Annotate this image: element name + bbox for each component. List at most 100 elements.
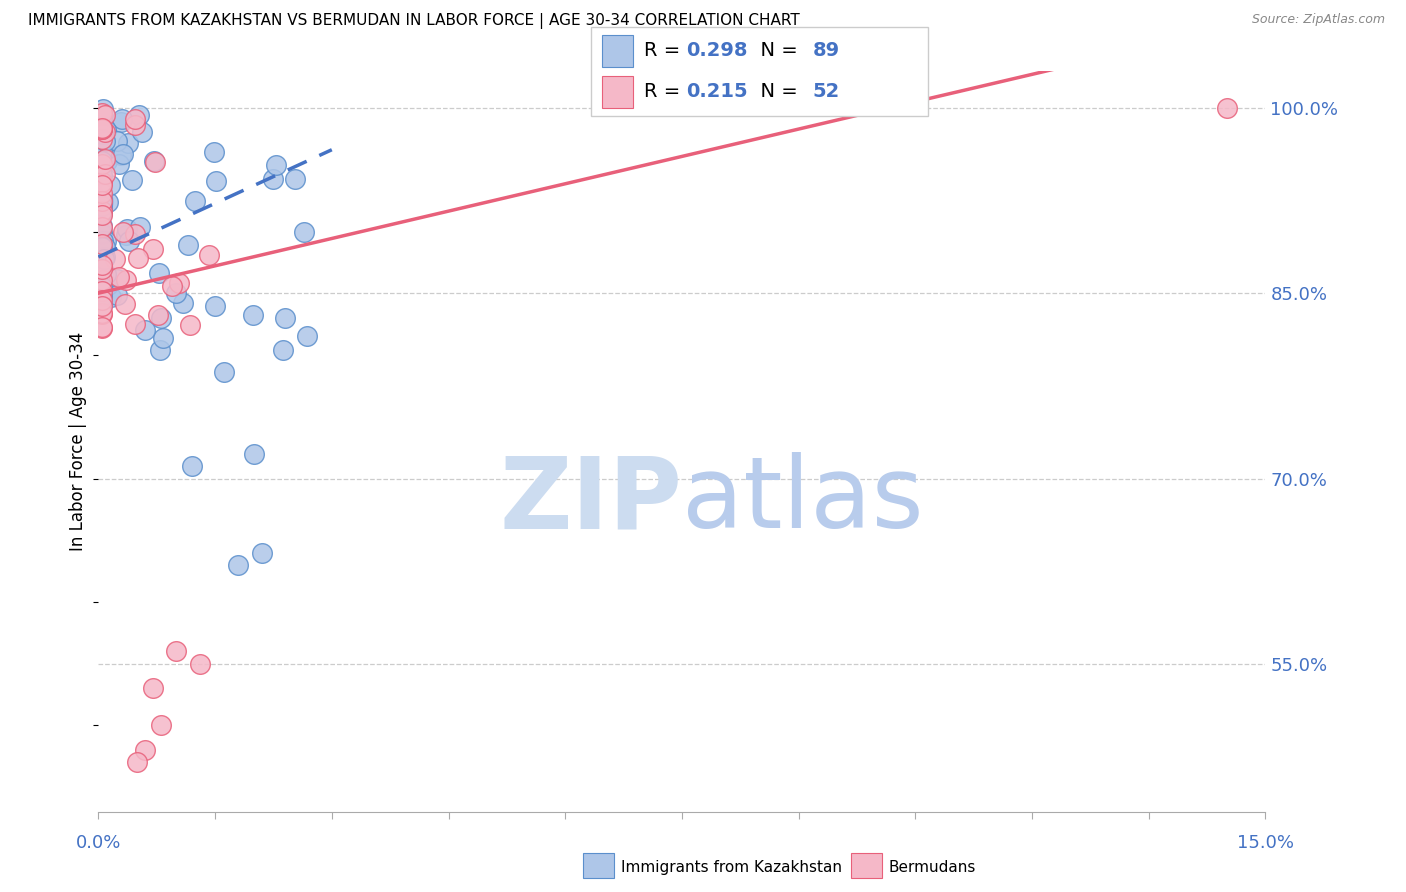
Text: atlas: atlas <box>682 452 924 549</box>
Point <box>94 134 117 148</box>
Point <box>118 234 141 248</box>
Point <box>98 178 121 193</box>
Point <box>152 331 174 345</box>
Point <box>131 125 153 139</box>
Point <box>91 105 114 120</box>
Point <box>94 240 117 254</box>
Point <box>115 273 138 287</box>
Point <box>91 321 114 335</box>
Point <box>271 343 294 358</box>
Point <box>91 193 114 207</box>
Point <box>91 320 114 334</box>
Point <box>91 202 114 217</box>
Point <box>94 251 117 265</box>
Point <box>91 145 114 160</box>
Point <box>91 240 114 254</box>
Point <box>142 242 165 256</box>
Point <box>243 447 266 461</box>
Point <box>91 269 114 284</box>
Point <box>105 272 128 286</box>
Point <box>149 343 172 357</box>
Point <box>94 152 117 166</box>
Point <box>264 158 287 172</box>
Point <box>204 145 226 160</box>
Point <box>94 123 117 137</box>
Point <box>91 122 114 136</box>
Point <box>91 194 114 208</box>
Point <box>142 681 165 696</box>
Point <box>91 194 114 208</box>
Text: N =: N = <box>748 41 804 61</box>
Point <box>115 228 138 243</box>
Point <box>212 365 235 379</box>
Text: Source: ZipAtlas.com: Source: ZipAtlas.com <box>1251 13 1385 27</box>
Point <box>105 288 128 302</box>
Text: 0.298: 0.298 <box>686 41 748 61</box>
Point <box>91 293 114 308</box>
Point <box>179 318 201 332</box>
Point <box>91 299 114 313</box>
Point <box>295 329 318 343</box>
Point <box>91 171 114 186</box>
Point <box>93 127 115 141</box>
Point <box>121 173 143 187</box>
Point <box>91 289 114 303</box>
Text: 89: 89 <box>813 41 839 61</box>
Point <box>91 276 114 290</box>
Y-axis label: In Labor Force | Age 30-34: In Labor Force | Age 30-34 <box>69 332 87 551</box>
Point <box>143 153 166 168</box>
Point <box>250 545 273 560</box>
Point <box>143 155 166 169</box>
Point <box>91 132 114 146</box>
Point <box>91 306 114 320</box>
Point <box>148 266 170 280</box>
Point <box>91 121 114 136</box>
Text: N =: N = <box>748 82 804 102</box>
Point <box>91 272 114 286</box>
Point <box>91 227 114 242</box>
Point <box>91 109 114 123</box>
Point <box>94 125 117 139</box>
Text: ZIP: ZIP <box>499 452 682 549</box>
Point <box>117 136 139 151</box>
Point <box>91 258 114 272</box>
Point <box>128 107 150 121</box>
Point <box>114 297 136 311</box>
Point <box>97 277 120 292</box>
Point <box>91 284 114 298</box>
Point <box>91 287 114 301</box>
Point <box>91 102 114 116</box>
Point <box>127 756 149 770</box>
Text: IMMIGRANTS FROM KAZAKHSTAN VS BERMUDAN IN LABOR FORCE | AGE 30-34 CORRELATION CH: IMMIGRANTS FROM KAZAKHSTAN VS BERMUDAN I… <box>28 13 800 29</box>
Point <box>91 154 114 169</box>
Text: R =: R = <box>644 82 686 102</box>
Point <box>167 276 190 290</box>
Point <box>91 126 114 140</box>
Text: Bermudans: Bermudans <box>889 860 976 874</box>
Point <box>242 308 264 322</box>
Point <box>91 288 114 302</box>
Point <box>284 171 307 186</box>
Point <box>91 279 114 293</box>
Point <box>91 256 114 270</box>
Point <box>96 154 118 169</box>
Point <box>91 289 114 303</box>
Point <box>110 148 132 162</box>
Point <box>228 558 250 572</box>
Point <box>91 168 114 182</box>
Point <box>91 204 114 219</box>
Text: 0.215: 0.215 <box>686 82 748 102</box>
Text: 15.0%: 15.0% <box>1237 834 1294 852</box>
Point <box>129 220 152 235</box>
Text: Immigrants from Kazakhstan: Immigrants from Kazakhstan <box>621 860 842 874</box>
Point <box>274 311 297 326</box>
Point <box>198 248 221 262</box>
Point <box>91 113 114 128</box>
Point <box>105 134 128 148</box>
Point <box>91 237 114 252</box>
Point <box>94 108 117 122</box>
Point <box>100 290 122 304</box>
Point <box>91 121 114 136</box>
Point <box>165 286 187 301</box>
Point <box>111 112 134 126</box>
